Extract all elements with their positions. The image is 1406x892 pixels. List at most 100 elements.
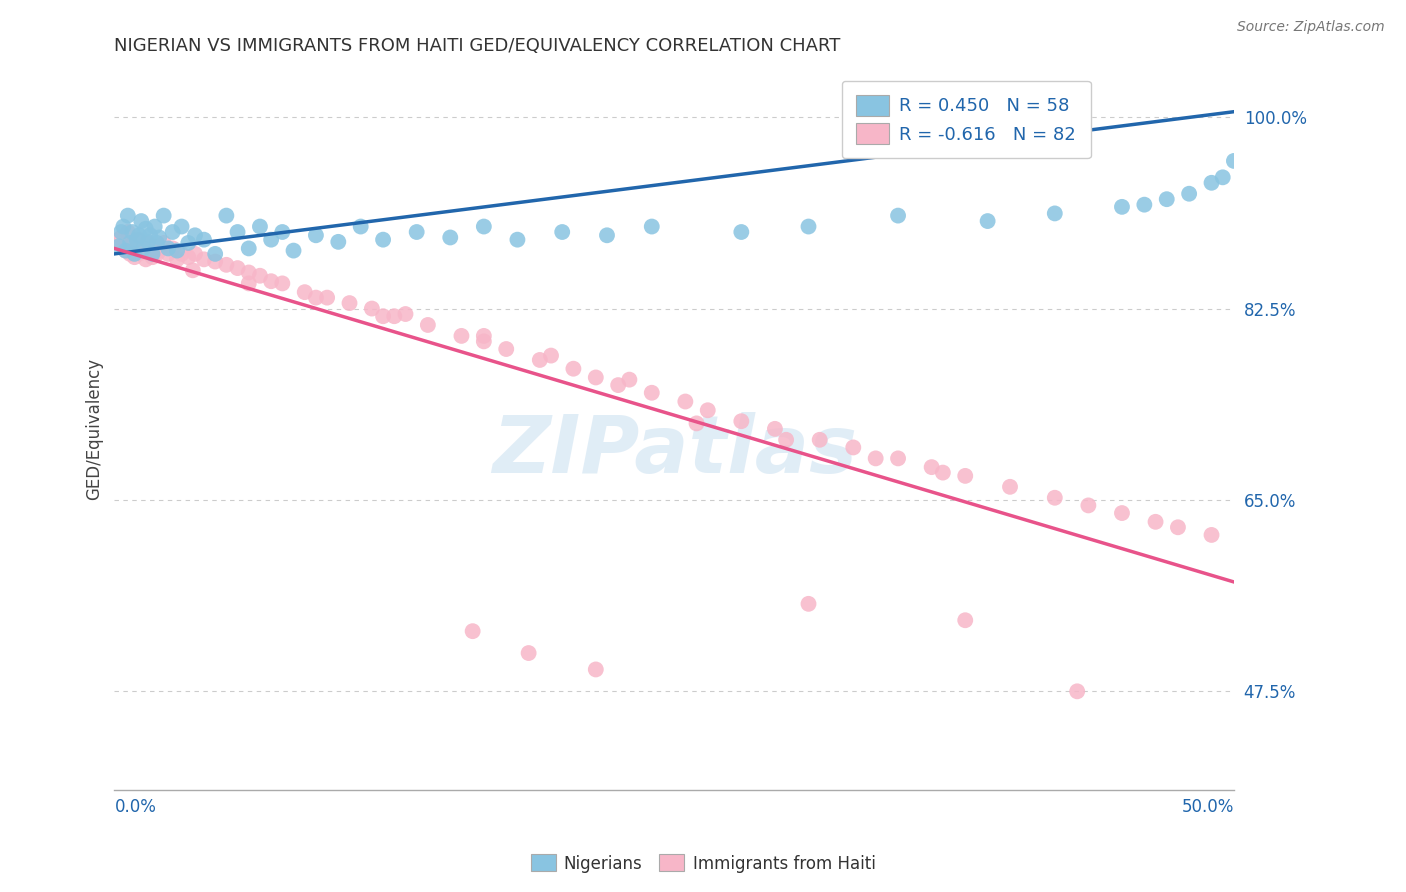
Point: [204, 247, 226, 261]
Point: [204, 254, 226, 268]
Point: [260, 274, 283, 288]
Point: [135, 252, 157, 267]
Point: [887, 451, 910, 466]
Point: [495, 342, 517, 356]
Point: [162, 225, 184, 239]
Point: [141, 250, 163, 264]
Point: [517, 646, 540, 660]
Point: [132, 239, 155, 253]
Point: [932, 466, 955, 480]
Point: [842, 441, 865, 455]
Point: [260, 233, 283, 247]
Point: [170, 247, 193, 261]
Y-axis label: GED/Equivalency: GED/Equivalency: [86, 358, 103, 500]
Point: [238, 277, 260, 291]
Point: [506, 233, 529, 247]
Point: [361, 301, 384, 316]
Point: [108, 239, 131, 253]
Point: [921, 460, 943, 475]
Point: [1223, 153, 1246, 168]
Point: [371, 233, 394, 247]
Point: [271, 225, 294, 239]
Point: [585, 370, 607, 384]
Point: [763, 422, 786, 436]
Point: [128, 228, 150, 243]
Point: [193, 233, 215, 247]
Point: [139, 244, 162, 258]
Point: [226, 225, 249, 239]
Point: [129, 245, 152, 260]
Point: [1043, 491, 1066, 505]
Point: [416, 318, 439, 332]
Point: [112, 219, 135, 234]
Point: [461, 624, 484, 639]
Point: [114, 244, 136, 258]
Text: 0.0%: 0.0%: [114, 797, 156, 815]
Point: [730, 225, 752, 239]
Point: [215, 258, 238, 272]
Point: [305, 291, 328, 305]
Point: [117, 225, 139, 239]
Point: [1111, 506, 1133, 520]
Point: [112, 239, 135, 253]
Point: [562, 361, 585, 376]
Point: [328, 235, 350, 249]
Point: [316, 291, 339, 305]
Text: 50.0%: 50.0%: [1181, 797, 1234, 815]
Point: [141, 247, 163, 261]
Point: [215, 209, 238, 223]
Text: ZIPatlas: ZIPatlas: [492, 411, 856, 490]
Point: [730, 414, 752, 428]
Point: [136, 235, 159, 249]
Point: [450, 329, 472, 343]
Point: [157, 241, 180, 255]
Point: [181, 263, 204, 277]
Point: [1111, 200, 1133, 214]
Point: [124, 247, 146, 261]
Point: [1201, 528, 1223, 542]
Point: [1133, 197, 1156, 211]
Point: [887, 209, 910, 223]
Point: [143, 219, 166, 234]
Point: [110, 230, 132, 244]
Point: [405, 225, 427, 239]
Point: [976, 214, 998, 228]
Point: [184, 228, 207, 243]
Point: [238, 241, 260, 255]
Point: [108, 233, 131, 247]
Point: [110, 225, 132, 239]
Point: [585, 663, 607, 677]
Point: [371, 310, 394, 324]
Point: [472, 329, 495, 343]
Point: [120, 235, 142, 250]
Point: [472, 334, 495, 349]
Point: [641, 219, 664, 234]
Point: [271, 277, 294, 291]
Point: [955, 613, 977, 627]
Point: [129, 214, 152, 228]
Point: [1066, 684, 1088, 698]
Text: Source: ZipAtlas.com: Source: ZipAtlas.com: [1237, 20, 1385, 34]
Point: [177, 235, 200, 250]
Point: [146, 235, 169, 250]
Point: [152, 235, 174, 250]
Point: [132, 241, 155, 255]
Point: [162, 241, 184, 255]
Point: [1043, 206, 1066, 220]
Point: [1201, 176, 1223, 190]
Point: [551, 225, 574, 239]
Point: [797, 219, 820, 234]
Point: [121, 235, 143, 250]
Point: [226, 261, 249, 276]
Point: [1178, 186, 1201, 201]
Point: [177, 250, 200, 264]
Text: NIGERIAN VS IMMIGRANTS FROM HAITI GED/EQUIVALENCY CORRELATION CHART: NIGERIAN VS IMMIGRANTS FROM HAITI GED/EQ…: [114, 37, 841, 55]
Point: [1167, 520, 1189, 534]
Point: [121, 225, 143, 239]
Point: [998, 480, 1021, 494]
Point: [170, 219, 193, 234]
Point: [305, 228, 328, 243]
Point: [125, 233, 148, 247]
Point: [1077, 499, 1099, 513]
Point: [120, 247, 142, 261]
